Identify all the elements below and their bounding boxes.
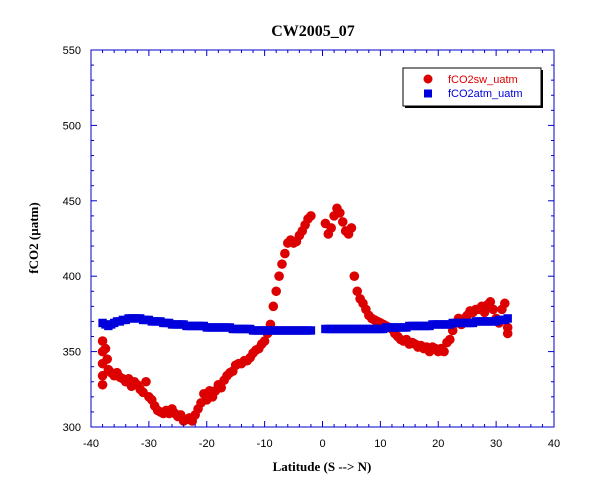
legend-marker-fco2sw: [423, 74, 433, 84]
data-point: [97, 379, 108, 390]
data-point: [274, 271, 284, 282]
y-axis-label: fCO2 (µatm): [26, 202, 41, 273]
y-tick-label: 350: [63, 347, 81, 359]
x-axis: -40 -30 -20 -10 0 10 20 30 40: [83, 50, 560, 450]
legend-box-shadow: [541, 70, 543, 107]
data-point: [216, 382, 227, 393]
data-point: [102, 354, 113, 364]
data-point: [500, 298, 510, 309]
y-tick-label: 400: [63, 271, 81, 283]
data-point: [100, 343, 111, 354]
data-point: [349, 271, 360, 282]
x-tick-label: -10: [257, 438, 273, 450]
x-tick-label: -30: [141, 438, 157, 450]
data-point: [97, 370, 108, 381]
y-tick-label: 500: [63, 120, 81, 132]
legend-label-fco2atm: fCO2atm_uatm: [448, 88, 523, 100]
series-layer: [97, 203, 513, 426]
y-axis: 300 350 400 450 500 550: [63, 45, 554, 434]
data-point: [268, 301, 279, 312]
x-tick-label: 30: [490, 438, 502, 450]
y-tick-label: 450: [63, 196, 81, 208]
data-point: [306, 326, 316, 335]
data-point: [335, 208, 345, 218]
data-point: [445, 334, 455, 345]
series-1: [98, 314, 512, 335]
data-point: [352, 286, 363, 297]
y-tick-label: 550: [63, 45, 81, 57]
data-point: [326, 223, 336, 233]
chart-title: CW2005_07: [271, 23, 355, 40]
data-point: [503, 314, 512, 323]
legend-label-fco2sw: fCO2sw_uatm: [448, 74, 518, 86]
x-tick-label: 20: [432, 438, 444, 450]
x-axis-label: Latitude (S --> N): [273, 459, 372, 474]
data-point: [502, 328, 513, 339]
data-point: [346, 223, 357, 233]
legend: fCO2sw_uatm fCO2atm_uatm: [402, 67, 543, 108]
x-tick-label: 0: [319, 438, 325, 450]
data-point: [439, 346, 449, 357]
x-tick-label: 40: [548, 438, 560, 450]
data-point: [97, 336, 108, 346]
data-point: [479, 307, 490, 318]
x-tick-label: -20: [199, 438, 215, 450]
y-tick-label: 300: [63, 422, 81, 434]
data-point: [485, 297, 496, 307]
data-point: [488, 304, 499, 315]
data-point: [277, 259, 287, 269]
legend-box-shadow-bottom: [405, 106, 543, 108]
data-point: [141, 376, 151, 387]
data-point: [280, 248, 290, 259]
data-point: [271, 286, 282, 297]
x-tick-label: 10: [374, 438, 386, 450]
legend-marker-fco2atm: [424, 89, 432, 98]
data-point: [337, 217, 348, 227]
data-point: [306, 211, 316, 221]
series-0: [97, 203, 513, 426]
x-tick-label: -40: [83, 438, 99, 450]
data-point: [259, 336, 270, 346]
